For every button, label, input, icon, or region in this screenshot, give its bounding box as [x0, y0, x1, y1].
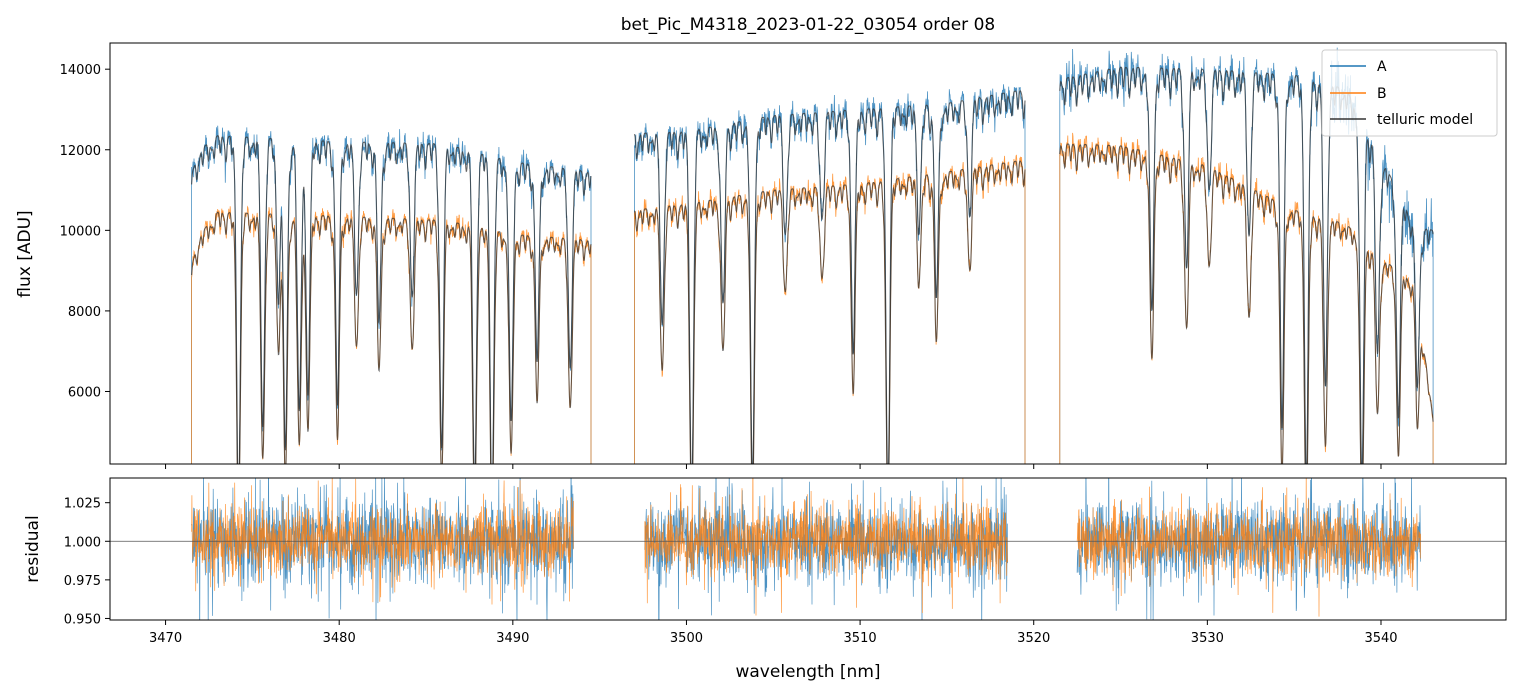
- y-tick-label: 1.025: [64, 497, 101, 512]
- x-tick-label: 3480: [323, 631, 356, 646]
- residual-b-line: [644, 478, 1008, 616]
- x-tick-label: 3470: [149, 631, 182, 646]
- bottom-x-axis: 3470 3480 3490 3500 3510 3520 3530 3540: [149, 620, 1398, 646]
- y-tick-label: 8000: [68, 305, 101, 320]
- y-tick-label: 10000: [60, 224, 101, 239]
- legend-label-a: A: [1377, 59, 1387, 75]
- top-y-axis: 6000 8000 10000 12000 14000: [60, 63, 110, 400]
- x-tick-label: 3520: [1017, 631, 1050, 646]
- telluric-model-line-b: [191, 211, 592, 464]
- x-tick-label: 3490: [496, 631, 529, 646]
- telluric-model-line-a: [1059, 66, 1434, 464]
- y-tick-label: 14000: [60, 63, 101, 78]
- legend-label-b: B: [1377, 86, 1387, 102]
- x-axis-label: wavelength [nm]: [735, 662, 880, 682]
- y-tick-label: 1.000: [64, 535, 101, 550]
- legend: A B telluric model: [1321, 49, 1498, 137]
- top-axes-frame: [109, 42, 1507, 465]
- bottom-y-axis: 0.950 0.975 1.000 1.025: [64, 497, 110, 627]
- bottom-y-axis-label: residual: [23, 515, 43, 582]
- y-tick-label: 6000: [68, 385, 101, 400]
- x-tick-label: 3530: [1191, 631, 1224, 646]
- bottom-axes-frame: [109, 477, 1507, 621]
- x-tick-label: 3500: [670, 631, 703, 646]
- top-plot-data: [191, 47, 1434, 464]
- x-tick-label: 3510: [844, 631, 877, 646]
- telluric-model-line-b: [633, 160, 1026, 464]
- legend-box: [1321, 49, 1498, 137]
- chart-title: bet_Pic_M4318_2023-01-22_03054 order 08: [621, 15, 995, 35]
- telluric-model-line-a: [633, 90, 1026, 464]
- residual-b-line: [191, 478, 574, 605]
- y-tick-label: 0.975: [64, 574, 101, 589]
- top-y-axis-label: flux [ADU]: [15, 210, 35, 297]
- bottom-plot-data: [110, 478, 1506, 620]
- legend-label-model: telluric model: [1377, 112, 1473, 128]
- top-x-ticks: [165, 464, 1382, 469]
- residual-b-line: [1076, 478, 1421, 617]
- telluric-model-line-a: [191, 135, 592, 464]
- y-tick-label: 12000: [60, 144, 101, 159]
- y-tick-label: 0.950: [64, 612, 101, 627]
- x-tick-label: 3540: [1364, 631, 1397, 646]
- telluric-model-line-b: [1059, 143, 1434, 464]
